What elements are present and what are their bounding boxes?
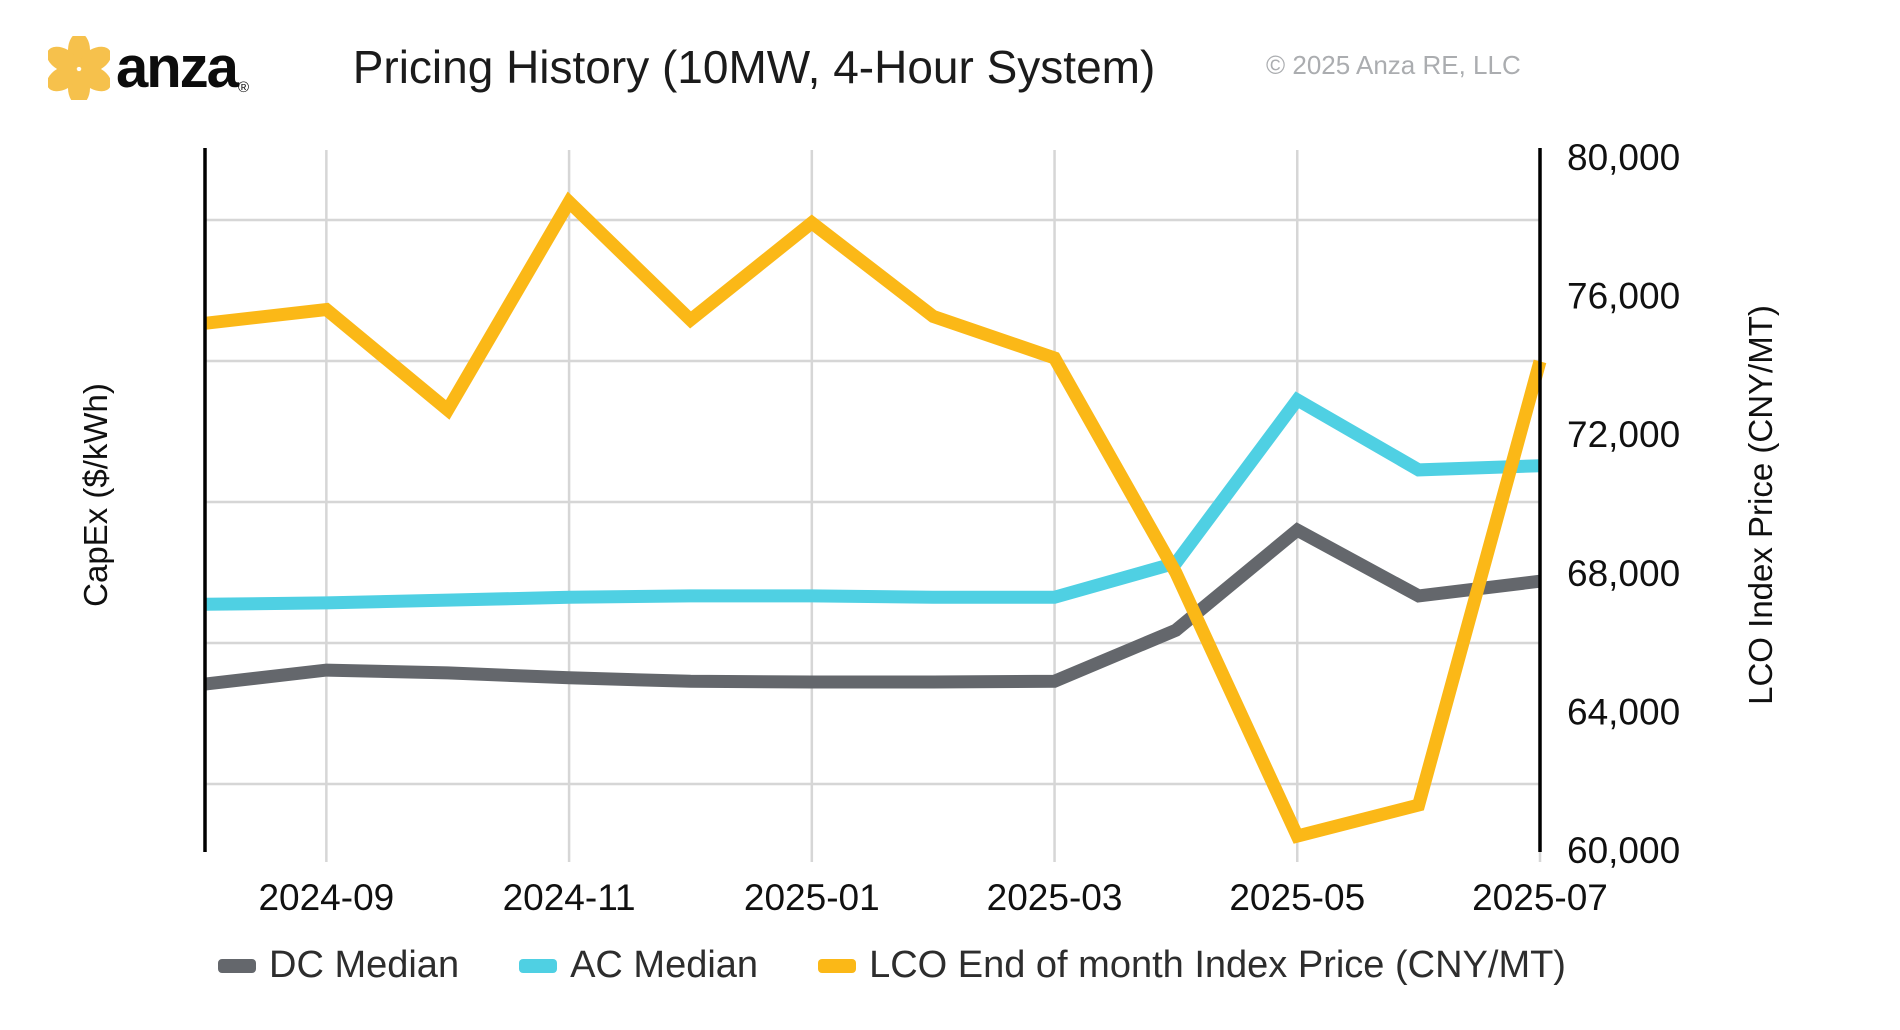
legend-item-dc-median: DC Median xyxy=(218,944,459,987)
right-axis-title: LCO Index Price (CNY/MT) xyxy=(1742,305,1779,705)
legend-item-lco-price: LCO End of month Index Price (CNY/MT) xyxy=(818,944,1566,987)
logo-wordmark: anza xyxy=(116,35,239,100)
copyright-text: © 2025 Anza RE, LLC xyxy=(1266,50,1521,80)
legend-label: DC Median xyxy=(269,944,460,986)
x-tick-label: 2025-03 xyxy=(987,877,1123,918)
right-axis-tick-label: 76,000 xyxy=(1567,276,1680,317)
x-tick-label: 2024-09 xyxy=(258,877,394,918)
chart-title: Pricing History (10MW, 4-Hour System) xyxy=(352,41,1156,93)
x-tick-label: 2025-05 xyxy=(1229,877,1365,918)
legend-label: LCO End of month Index Price (CNY/MT) xyxy=(869,944,1566,986)
x-axis-tick-labels: 2024-09 2024-11 2025-01 2025-03 2025-05 2025-… xyxy=(258,877,1607,918)
registered-mark: ® xyxy=(237,79,250,96)
legend-item-ac-median: AC Median xyxy=(519,944,758,987)
lco-price-swatch xyxy=(818,958,857,973)
right-axis-tick-label: 60,000 xyxy=(1567,830,1680,871)
dc-median-line xyxy=(204,522,1541,691)
series-lines xyxy=(204,191,1547,844)
horizontal-gridlines xyxy=(205,218,1540,786)
ac-median-swatch xyxy=(519,958,558,973)
right-axis-tick-labels: 80,000 76,000 72,000 68,000 64,000 60,000 xyxy=(1567,137,1680,871)
left-axis-title: CapEx ($/kWh) xyxy=(77,383,114,607)
x-tick-label: 2025-01 xyxy=(744,877,880,918)
x-tick-label: 2024-11 xyxy=(503,877,636,918)
vertical-gridlines xyxy=(325,150,1542,862)
x-tick-label: 2025-07 xyxy=(1472,877,1608,918)
right-axis-tick-label: 68,000 xyxy=(1567,553,1680,594)
chart-legend: DC Median AC Median LCO End of month Ind… xyxy=(218,944,1566,987)
right-axis-tick-label: 72,000 xyxy=(1567,414,1680,455)
ac-median-line xyxy=(204,391,1541,611)
anza-flower-icon xyxy=(48,36,110,100)
lco-end-of-month-index-price-cny-mt--line xyxy=(204,191,1547,844)
anza-logo: anza ® xyxy=(48,36,249,100)
legend-label: AC Median xyxy=(570,944,759,986)
dc-median-swatch xyxy=(218,958,256,973)
right-axis-tick-label: 80,000 xyxy=(1567,137,1680,178)
right-axis-tick-label: 64,000 xyxy=(1567,691,1680,732)
